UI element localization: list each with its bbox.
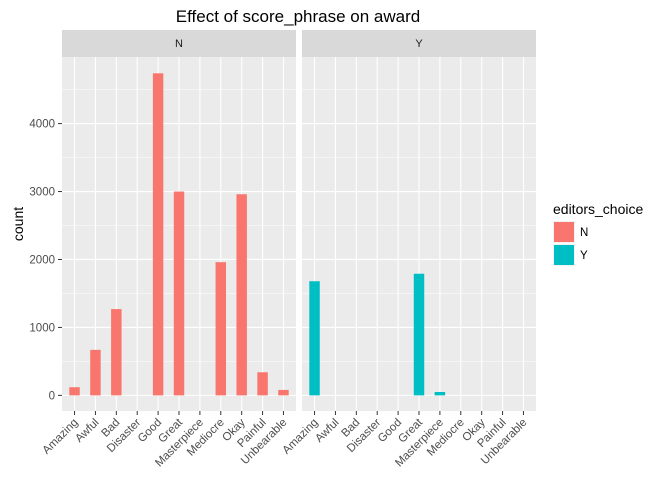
facet-strip xyxy=(62,30,296,57)
bar-Y-masterpiece xyxy=(434,391,446,396)
facet-strip-label: N xyxy=(175,38,183,50)
chart-title: Effect of score_phrase on award xyxy=(176,7,420,26)
bar-N-good xyxy=(152,73,164,396)
facet-strip xyxy=(302,30,536,57)
legend: editors_choice NY xyxy=(553,201,643,266)
bar-Y-great xyxy=(413,273,425,396)
y-tick-label: 4000 xyxy=(29,119,55,131)
bar-Y-amazing xyxy=(309,281,320,396)
legend-label-y: Y xyxy=(580,250,588,262)
bar-N-unbearable xyxy=(278,389,289,396)
y-tick-label: 3000 xyxy=(29,187,55,199)
legend-title: editors_choice xyxy=(553,201,643,217)
bar-N-amazing xyxy=(69,387,80,396)
y-axis-title: count xyxy=(10,207,26,241)
x-tick-label: Awful xyxy=(313,417,341,445)
legend-label-n: N xyxy=(580,227,588,239)
y-tick-label: 2000 xyxy=(29,254,55,266)
bar-N-painful xyxy=(257,372,268,396)
legend-swatch-n xyxy=(554,222,574,242)
y-tick-label: 1000 xyxy=(29,322,55,334)
plot-area: NAmazingAwfulBadDisasterGoodGreatMasterp… xyxy=(29,30,536,469)
bar-N-great xyxy=(173,191,185,396)
facet-strip-label: Y xyxy=(415,38,423,50)
bar-N-okay xyxy=(236,194,247,396)
x-tick-label: Awful xyxy=(73,417,101,445)
bar-N-awful xyxy=(90,349,101,396)
legend-swatch-y xyxy=(554,245,574,265)
bar-N-mediocre xyxy=(215,262,227,396)
bar-N-bad xyxy=(111,309,122,396)
y-tick-label: 0 xyxy=(49,390,55,402)
